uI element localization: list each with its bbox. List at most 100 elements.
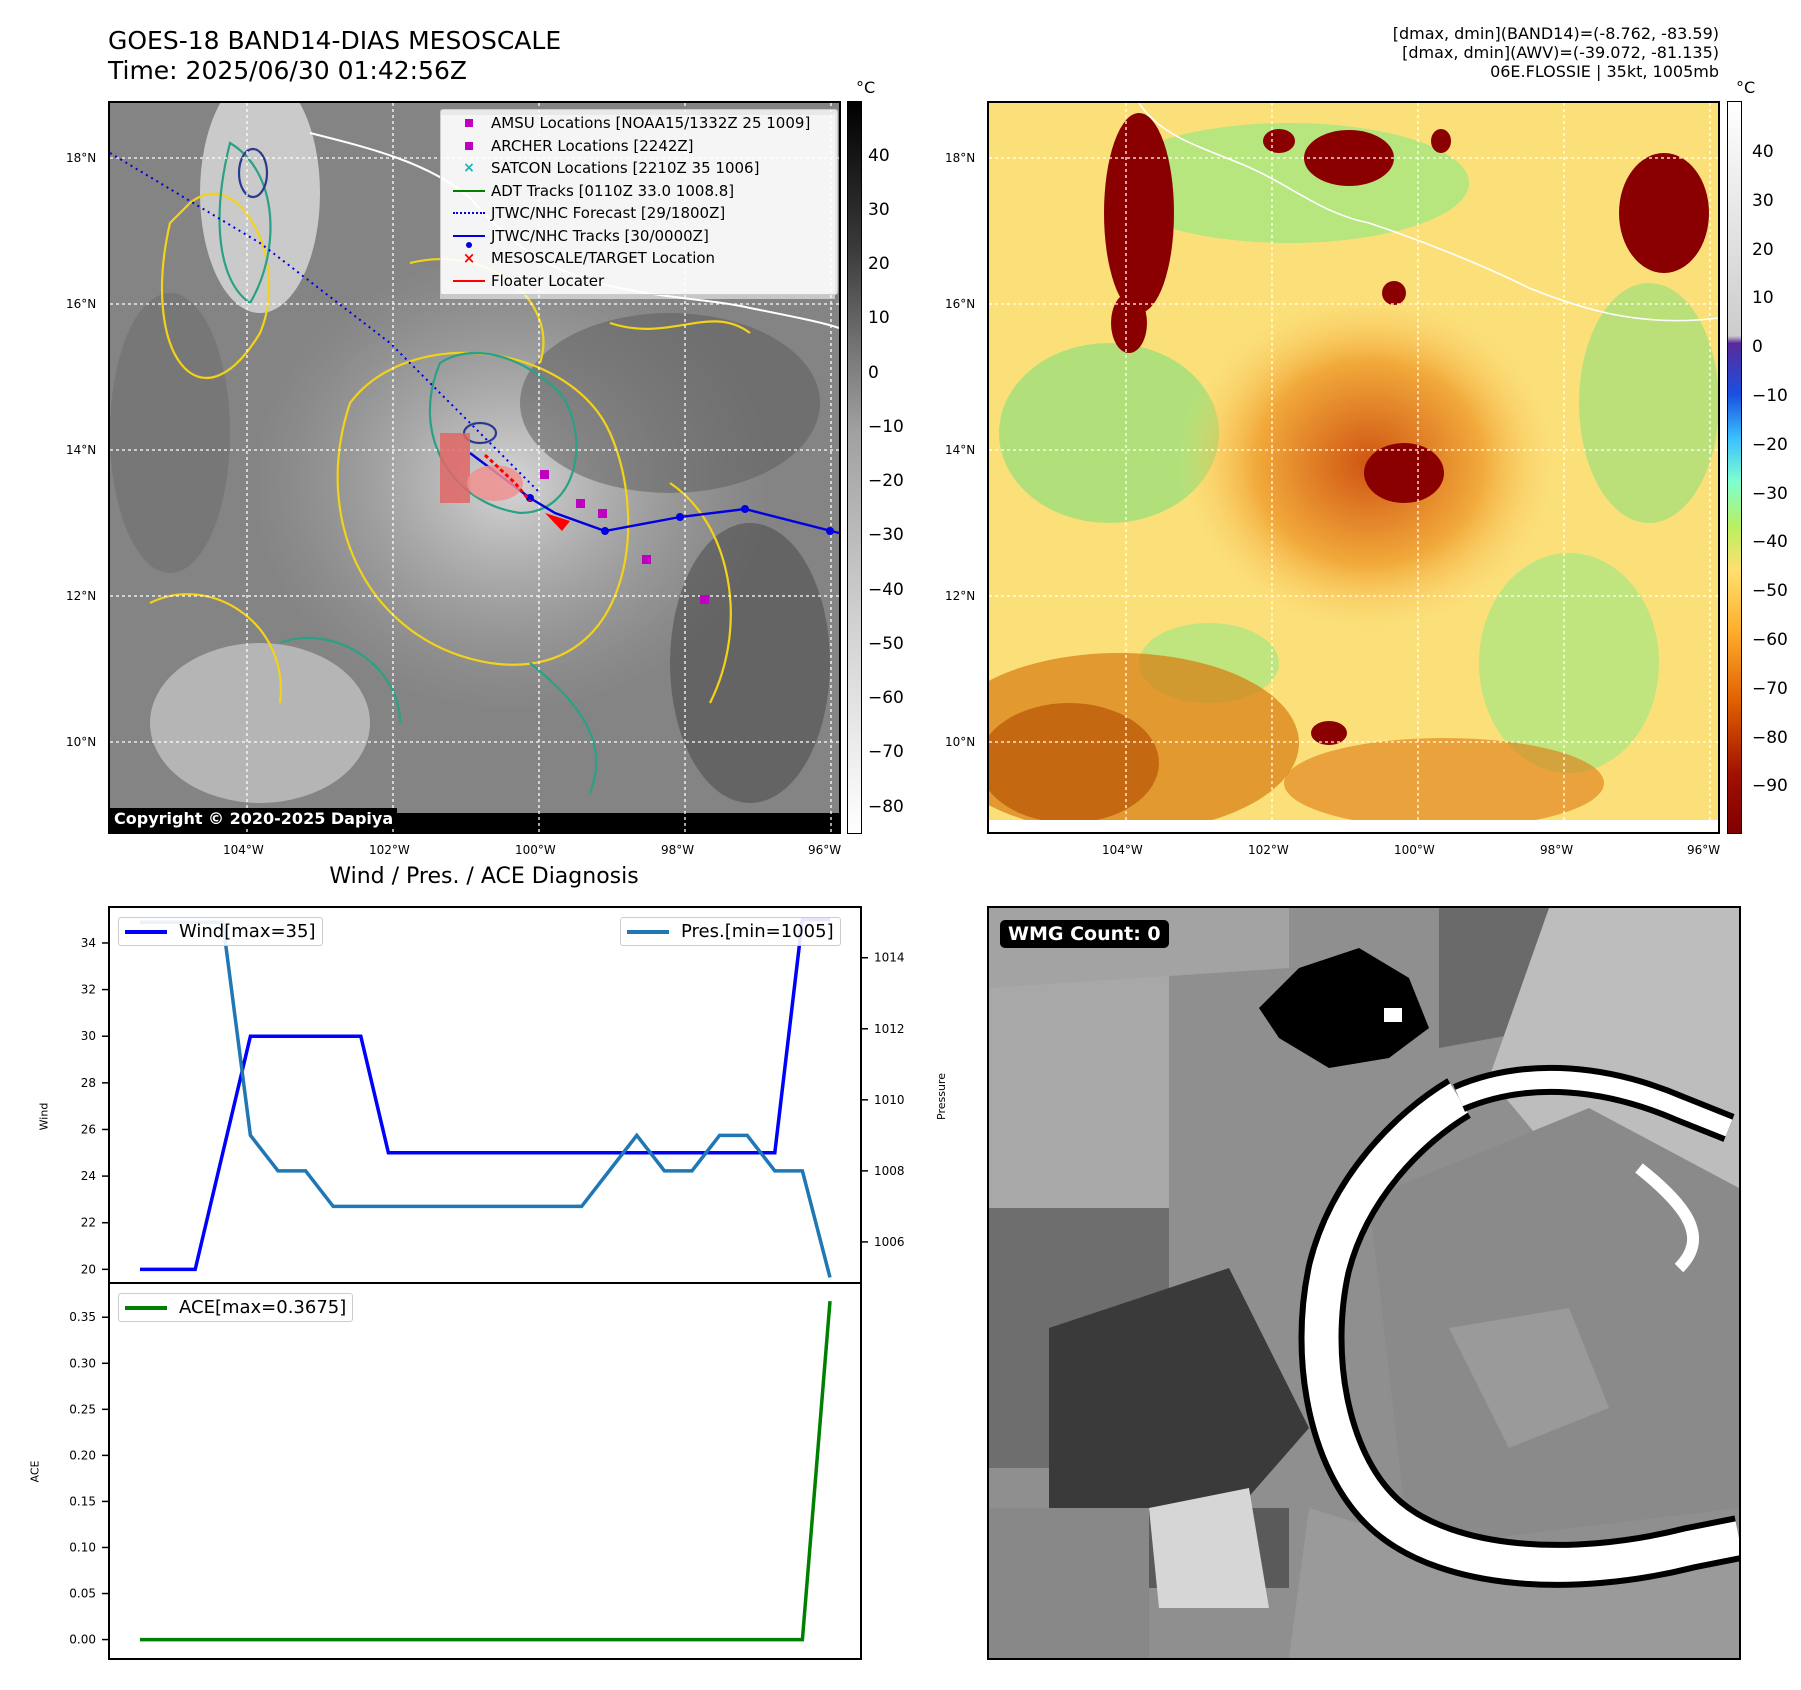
lat-tick: 16°N: [66, 297, 97, 311]
dotted-line-icon: [453, 212, 485, 215]
info-storm: 06E.FLOSSIE | 35kt, 1005mb: [1490, 62, 1719, 81]
colorbar-right-tick: 30: [1752, 191, 1774, 211]
wind-ytick-label: 24: [81, 1169, 96, 1183]
wind-legend-line: [125, 929, 167, 934]
pressure-ytick-label: 1006: [874, 1235, 905, 1249]
colorbar-left-tick: −60: [868, 688, 904, 708]
nhc-track: [469, 452, 839, 535]
lat-tick: 12°N: [945, 589, 976, 603]
colorbar-right-tick: −80: [1752, 728, 1788, 748]
square-marker-icon: [465, 141, 473, 150]
colorbar-left-tick: −20: [868, 471, 904, 491]
ace-ytick-label: 0.10: [69, 1540, 96, 1554]
colorbar-right-tick: 20: [1752, 240, 1774, 260]
wind-ytick-label: 26: [81, 1122, 96, 1136]
pressure-legend-line: [627, 929, 669, 934]
title-line-product: GOES-18 BAND14-DIAS MESOSCALE: [108, 26, 562, 55]
pressure-ytick-label: 1012: [874, 1022, 905, 1036]
lat-tick: 12°N: [66, 589, 97, 603]
ace-ytick-label: 0.30: [69, 1356, 96, 1370]
colorbar-left-tick: 0: [868, 363, 879, 383]
colorbar-right-tick: 40: [1752, 142, 1774, 162]
dot-line-icon: [453, 234, 485, 237]
wind-ytick-label: 32: [81, 983, 96, 997]
ace-ytick-label: 0.05: [69, 1587, 96, 1601]
lon-tick: 98°W: [661, 843, 695, 857]
legend-item-archer: ARCHER Locations [2242Z]: [447, 135, 831, 158]
ace-ytick-label: 0.35: [69, 1310, 96, 1324]
colorbar-right-tick: −60: [1752, 630, 1788, 650]
colorbar-right-tick: −70: [1752, 679, 1788, 699]
info-band14-range: [dmax, dmin](BAND14)=(-8.762, -83.59): [1392, 24, 1719, 43]
legend-item-forecast: JTWC/NHC Forecast [29/1800Z]: [447, 202, 831, 225]
lat-tick: 16°N: [945, 297, 976, 311]
colorbar-right-tick: 0: [1752, 337, 1763, 357]
pressure-ytick-label: 1014: [874, 951, 905, 965]
wind-axis-label: Wind: [37, 1102, 51, 1131]
wmg-panel: [987, 906, 1741, 1660]
wind-ytick-label: 34: [81, 936, 96, 950]
line-marker-icon: [453, 279, 485, 282]
wind-ytick-label: 30: [81, 1029, 96, 1043]
lat-tick: 10°N: [66, 735, 97, 749]
legend-item-adt: ADT Tracks [0110Z 33.0 1008.8]: [447, 180, 831, 203]
title-line-time: Time: 2025/06/30 01:42:56Z: [108, 56, 467, 85]
lon-tick: 98°W: [1540, 843, 1574, 857]
colorbar-left-tick: −70: [868, 742, 904, 762]
colorbar-left-tick: 10: [868, 308, 890, 328]
ace-legend: ACE[max=0.3675]: [118, 1293, 354, 1322]
colorbar-left-tick: −40: [868, 580, 904, 600]
ace-ytick-label: 0.15: [69, 1494, 96, 1508]
ace-ytick-label: 0.00: [69, 1633, 96, 1647]
square-marker-icon: [465, 119, 473, 128]
pressure-ytick-label: 1010: [874, 1093, 905, 1107]
wind-legend: Wind[max=35]: [118, 917, 323, 946]
copyright-notice: Copyright © 2020-2025 Dapiya: [110, 808, 398, 829]
ace-series-line: [140, 1300, 832, 1642]
wmg-image: [989, 908, 1739, 1658]
info-block: [dmax, dmin](BAND14)=(-8.762, -83.59) [d…: [1393, 24, 1719, 81]
lon-tick: 102°W: [1248, 843, 1289, 857]
ace-axis-label: ACE: [28, 1460, 42, 1483]
colorbar-right-tick: −40: [1752, 532, 1788, 552]
wind-plot-frame: [108, 906, 862, 1284]
colorbar-right-tick: −50: [1752, 581, 1788, 601]
chart-title: GOES-18 BAND14-DIAS MESOSCALE Time: 2025…: [108, 26, 561, 86]
diagnosis-svg: 20 22 24 26 28 30 32 34 1006 1008 1010 1012 1014 0.00…: [69, 906, 905, 1660]
lat-tick: 14°N: [66, 443, 97, 457]
legend-item-satcon: × SATCON Locations [2210Z 35 1006]: [447, 157, 831, 180]
map-legend: AMSU Locations [NOAA15/1332Z 25 1009] AR…: [440, 109, 838, 295]
colorbar-left-tick: −10: [868, 417, 904, 437]
legend-item-mesoscale: × MESOSCALE/TARGET Location: [447, 247, 831, 270]
pressure-series-line: [140, 920, 832, 1278]
lat-tick: 18°N: [945, 151, 976, 165]
colorbar-left-tick: 20: [868, 254, 890, 274]
x-marker-icon: ×: [463, 160, 475, 177]
colorbar-right-tick: 10: [1752, 288, 1774, 308]
legend-item-floater: Floater Locater: [447, 270, 831, 293]
lat-tick: 14°N: [945, 443, 976, 457]
awv-map-panel: [987, 101, 1720, 834]
lon-tick: 96°W: [808, 843, 842, 857]
pressure-axis-label: Pressure: [934, 1073, 948, 1120]
colorbar-left-unit: °C: [856, 78, 876, 97]
wind-ytick-label: 20: [81, 1262, 96, 1276]
colorbar-right-tick: −20: [1752, 435, 1788, 455]
colorbar-right-tick: −10: [1752, 386, 1788, 406]
x-marker-icon: ×: [462, 249, 476, 268]
wind-ytick-label: 28: [81, 1076, 96, 1090]
colorbar-left-tick: −50: [868, 634, 904, 654]
colorbar-right-tick: −90: [1752, 776, 1788, 796]
diagnosis-chart: 20 22 24 26 28 30 32 34 1006 1008 1010 1012 1014 0.00…: [69, 906, 905, 1660]
colorbar-right: [1727, 101, 1742, 834]
ace-ytick-label: 0.25: [69, 1402, 96, 1416]
colorbar-left-tick: 30: [868, 200, 890, 220]
ace-plot-frame: [108, 1282, 862, 1660]
ace-ytick-label: 0.20: [69, 1448, 96, 1462]
colorbar-left: [847, 101, 862, 834]
lon-tick: 104°W: [223, 843, 264, 857]
legend-item-amsu: AMSU Locations [NOAA15/1332Z 25 1009]: [447, 112, 831, 135]
colorbar-left-tick: −80: [868, 797, 904, 817]
lon-tick: 100°W: [1394, 843, 1435, 857]
colorbar-right-tick: −30: [1752, 484, 1788, 504]
